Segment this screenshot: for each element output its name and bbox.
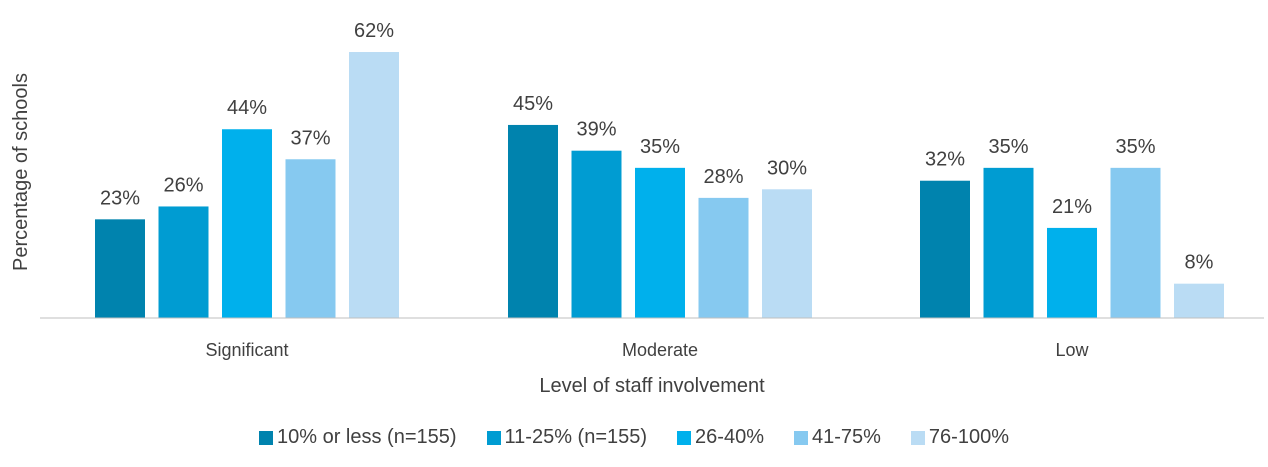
bar-moderate-series-5 bbox=[762, 189, 812, 318]
bar-moderate-series-4 bbox=[698, 197, 749, 318]
legend-swatch bbox=[793, 430, 808, 445]
legend-item-series-5: 76-100% bbox=[910, 426, 1009, 449]
legend-swatch bbox=[259, 430, 273, 445]
bar-significant-series-2 bbox=[158, 206, 209, 318]
bar-low-series-4 bbox=[1110, 167, 1161, 318]
data-label-significant-series-5: 62% bbox=[354, 20, 394, 42]
x-tick-label-significant: Significant bbox=[205, 340, 288, 360]
legend-item-series-1: 10% or less (n=155) bbox=[259, 426, 457, 449]
data-label-significant-series-2: 26% bbox=[163, 174, 203, 196]
legend-label: 76-100% bbox=[928, 426, 1009, 448]
legend-item-series-4: 41-75% bbox=[793, 426, 881, 449]
data-label-moderate-series-4: 28% bbox=[703, 166, 743, 188]
legend-label: 26-40% bbox=[695, 426, 764, 448]
data-label-significant-series-3: 44% bbox=[227, 97, 267, 119]
bar-significant-series-4 bbox=[285, 159, 336, 318]
data-label-low-series-4: 35% bbox=[1115, 136, 1155, 158]
legend-item-series-2: 11-25% (n=155) bbox=[486, 426, 648, 449]
legend-label: 11-25% (n=155) bbox=[504, 426, 648, 448]
data-label-moderate-series-2: 39% bbox=[576, 119, 616, 141]
legend-swatch bbox=[486, 430, 501, 445]
bar-moderate-series-3 bbox=[635, 167, 685, 318]
bar-low-series-3 bbox=[1047, 227, 1097, 318]
bar-moderate-series-2 bbox=[571, 150, 622, 318]
data-label-significant-series-4: 37% bbox=[290, 127, 330, 149]
legend-item-series-3: 26-40% bbox=[677, 426, 764, 449]
data-label-moderate-series-5: 30% bbox=[767, 157, 807, 179]
bar-significant-series-5 bbox=[349, 52, 399, 319]
x-tick-label-moderate: Moderate bbox=[622, 340, 698, 360]
x-tick-label-low: Low bbox=[1055, 340, 1089, 360]
legend: 10% or less (n=155) 11-25% (n=155) 26-40% 4… bbox=[0, 426, 1268, 449]
legend-swatch bbox=[677, 430, 692, 445]
data-label-significant-series-1: 23% bbox=[100, 187, 140, 209]
data-label-low-series-2: 35% bbox=[988, 136, 1028, 158]
legend-swatch bbox=[910, 430, 925, 445]
legend-label: 10% or less (n=155) bbox=[277, 426, 457, 448]
data-label-low-series-1: 32% bbox=[925, 149, 965, 171]
data-labels-layer: 23% 26% 44% 37% 62% 45% 39% 35% 28% 30% 32% 35% 21% 3… bbox=[100, 20, 1214, 274]
data-label-low-series-5: 8% bbox=[1185, 252, 1214, 274]
bars-layer bbox=[95, 52, 1224, 319]
data-label-low-series-3: 21% bbox=[1052, 196, 1092, 218]
data-label-moderate-series-3: 35% bbox=[640, 136, 680, 158]
legend-label: 41-75% bbox=[811, 426, 881, 448]
x-tick-labels: Significant Moderate Low bbox=[205, 340, 1089, 360]
x-axis-title: Level of staff involvement bbox=[539, 375, 765, 397]
bar-significant-series-1 bbox=[95, 219, 145, 318]
bar-significant-series-3 bbox=[222, 129, 272, 318]
bar-low-series-5 bbox=[1174, 283, 1224, 318]
bar-low-series-2 bbox=[983, 167, 1034, 318]
y-axis-title: Percentage of schools bbox=[10, 73, 32, 271]
bar-low-series-1 bbox=[920, 180, 970, 318]
data-label-moderate-series-1: 45% bbox=[513, 93, 553, 115]
bar-moderate-series-1 bbox=[508, 124, 558, 318]
